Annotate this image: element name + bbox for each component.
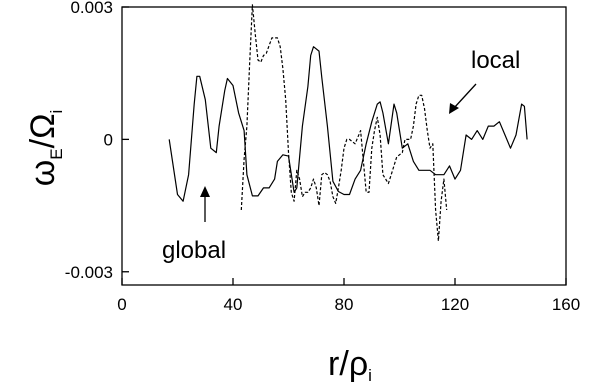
y-label-main: ω [24, 160, 62, 187]
series-line-dashed [240, 4, 448, 242]
x-label-sub: i [368, 366, 372, 384]
svg-text:ωE/Ωi: ωE/Ωi [24, 110, 66, 187]
annotation-global: global [162, 237, 226, 264]
x-tick-label: 80 [335, 295, 354, 314]
annotation-global-arrow-head [200, 186, 210, 197]
annotation-local-arrow-head [449, 103, 459, 114]
y-tick-label: -0.003 [65, 263, 113, 282]
x-tick-label: 40 [224, 295, 243, 314]
y-tick-label: 0 [104, 130, 113, 149]
x-tick-label: 120 [441, 295, 469, 314]
annotation-local: local [471, 47, 520, 74]
x-tick-label: 0 [117, 295, 126, 314]
y-label-sub1: E [47, 148, 66, 159]
annotation-local-arrow-shaft [453, 83, 477, 109]
x-axis-label: r/ρi [328, 345, 372, 384]
plot-frame [121, 6, 567, 286]
y-axis-label: ωE/Ωi [24, 110, 66, 187]
y-tick-label: 0.003 [70, 0, 113, 17]
series-line-solid [168, 46, 528, 202]
y-label-sub2: i [47, 110, 66, 114]
x-tick-label: 160 [552, 295, 580, 314]
series-layer [168, 4, 528, 242]
x-label-main: r/ρ [328, 345, 368, 383]
y-label-mid: /Ω [24, 114, 62, 149]
